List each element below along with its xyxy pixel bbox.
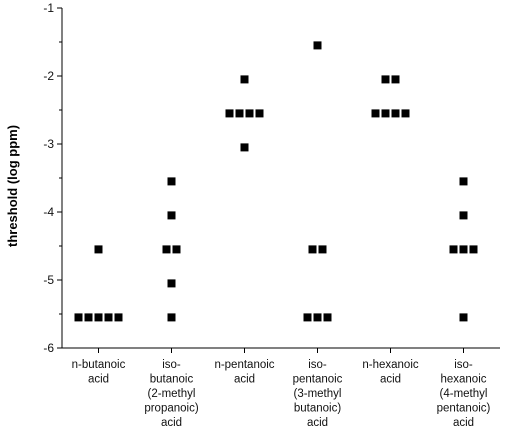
x-category-label: n-butanoic acid [72,359,126,386]
data-point [167,279,176,288]
y-tick-label: -3 [43,137,54,151]
data-point [449,245,458,254]
data-point [318,245,327,254]
data-point [104,313,113,322]
data-point [235,109,244,118]
x-axis-category-labels: n-butanoic acid iso-butanoic (2-methyl propa… [72,348,491,429]
data-point [469,245,478,254]
data-point [167,313,176,322]
data-point [391,75,400,84]
data-point [167,211,176,220]
data-point [225,109,234,118]
data-point [459,313,468,322]
data-point [323,313,332,322]
data-point [240,75,249,84]
data-point [313,313,322,322]
data-point [167,177,176,186]
data-point [401,109,410,118]
y-tick-label: -6 [43,341,54,355]
data-point [381,109,390,118]
data-point [245,109,254,118]
y-tick-label: -5 [43,273,54,287]
data-point [459,211,468,220]
x-category-label: iso-butanoic (2-methyl propanoic) acid [144,359,199,429]
data-point [381,75,390,84]
data-point [313,41,322,50]
x-category-label: iso-hexanoic (4-methyl pentanoic) acid [437,359,491,429]
y-tick-label: -2 [43,69,54,83]
y-tick-label: -4 [43,205,54,219]
data-point [459,245,468,254]
data-point [459,177,468,186]
data-points [74,41,478,322]
data-point [308,245,317,254]
data-point [114,313,123,322]
x-category-label: iso-pentanoic (3-methyl butanoic) acid [293,359,343,429]
data-point [371,109,380,118]
data-point [74,313,83,322]
x-category-label: n-hexanoic acid [362,359,419,386]
data-point [391,109,400,118]
data-point [240,143,249,152]
x-category-label: n-pentanoic acid [214,359,274,386]
data-point [94,313,103,322]
data-point [255,109,264,118]
data-point [94,245,103,254]
y-tick-label: -1 [43,1,54,15]
data-point [303,313,312,322]
y-axis-ticks: -1 -2 -3 -4 -5 -6 [43,1,62,355]
data-point [172,245,181,254]
data-point [84,313,93,322]
y-axis-title: threshold (log ppm) [5,125,20,247]
data-point [162,245,171,254]
plot-axes [61,8,500,349]
